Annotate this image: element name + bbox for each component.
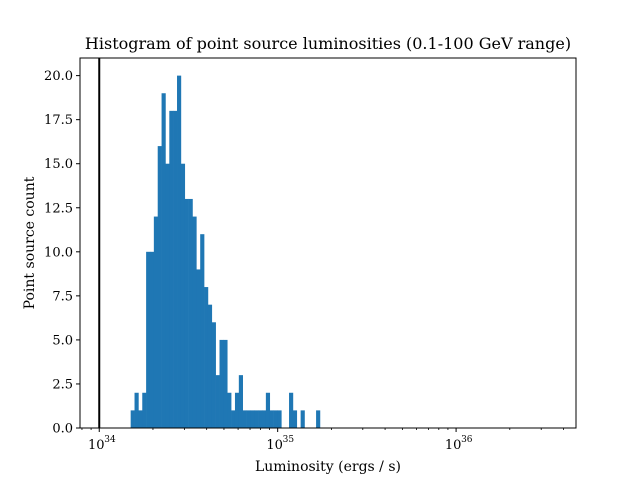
y-tick-label: 17.5 bbox=[44, 113, 73, 128]
y-tick-label: 2.5 bbox=[52, 377, 73, 392]
histogram-bar bbox=[227, 392, 232, 428]
histogram-bar bbox=[138, 410, 143, 428]
histogram-bar bbox=[246, 410, 251, 428]
histogram-bar bbox=[300, 410, 305, 428]
histogram-bar bbox=[234, 392, 240, 428]
histogram-bar bbox=[130, 410, 135, 428]
histogram-bar bbox=[157, 146, 162, 428]
y-tick-label: 12.5 bbox=[44, 201, 73, 216]
histogram-bar bbox=[265, 392, 271, 428]
histogram-bar bbox=[207, 304, 213, 428]
y-axis-ticks: 0.0 2.5 5.0 7.5 10.0 12.5 15.0 17.5 20.0 bbox=[44, 69, 80, 437]
histogram-bar bbox=[188, 198, 193, 428]
histogram-bar bbox=[219, 339, 224, 428]
histogram-bar bbox=[277, 410, 282, 428]
histogram-bar bbox=[269, 410, 274, 428]
histogram-bar bbox=[149, 251, 155, 428]
x-tick-label: 10 bbox=[266, 438, 283, 453]
histogram-bar bbox=[134, 392, 139, 428]
histogram-bar bbox=[215, 375, 220, 428]
histogram-bar bbox=[173, 110, 178, 429]
histogram-bar bbox=[231, 410, 236, 428]
histogram-bar bbox=[254, 410, 259, 428]
histogram-bar bbox=[242, 410, 247, 428]
histogram-bar bbox=[292, 410, 298, 428]
histogram-bar bbox=[196, 269, 201, 428]
histogram-bar bbox=[211, 322, 216, 428]
x-tick-label: 10 bbox=[88, 438, 105, 453]
x-axis-ticks: 10 34 10 35 10 36 bbox=[81, 428, 564, 453]
histogram-bar bbox=[262, 410, 267, 428]
histogram-bar bbox=[250, 410, 255, 428]
x-tick-exponent: 35 bbox=[283, 435, 295, 445]
histogram-bar bbox=[146, 251, 151, 428]
histogram-bar bbox=[238, 375, 243, 428]
x-axis-label: Luminosity (ergs / s) bbox=[255, 459, 401, 475]
x-tick-exponent: 36 bbox=[461, 435, 473, 445]
histogram-bar bbox=[177, 75, 182, 429]
y-tick-label: 20.0 bbox=[44, 69, 73, 84]
histogram-bar bbox=[184, 198, 189, 428]
histogram-bar bbox=[223, 339, 228, 428]
histogram-bar bbox=[316, 410, 321, 428]
y-tick-label: 5.0 bbox=[52, 333, 73, 348]
histogram-bar bbox=[192, 216, 197, 428]
histogram-bar bbox=[153, 216, 159, 428]
histogram-bar bbox=[200, 234, 205, 428]
y-tick-label: 0.0 bbox=[52, 422, 73, 437]
histogram-bar bbox=[142, 392, 147, 428]
x-tick-label: 10 bbox=[445, 438, 462, 453]
chart-title: Histogram of point source luminosities (… bbox=[85, 34, 571, 53]
histogram-bar bbox=[180, 163, 186, 428]
histogram-bar bbox=[258, 410, 263, 428]
histogram-bar bbox=[165, 163, 170, 428]
x-tick-exponent: 34 bbox=[104, 435, 116, 445]
histogram-bar bbox=[289, 392, 294, 428]
y-axis-label: Point source count bbox=[22, 176, 38, 309]
y-tick-label: 15.0 bbox=[44, 157, 73, 172]
histogram-bar bbox=[169, 110, 174, 429]
plot-frame bbox=[79, 57, 577, 429]
histogram-bar bbox=[273, 410, 278, 428]
histogram-bar bbox=[204, 287, 209, 428]
bars-group bbox=[130, 75, 321, 429]
histogram-bar bbox=[161, 93, 166, 429]
y-tick-label: 7.5 bbox=[52, 289, 73, 304]
y-tick-label: 10.0 bbox=[44, 245, 73, 260]
